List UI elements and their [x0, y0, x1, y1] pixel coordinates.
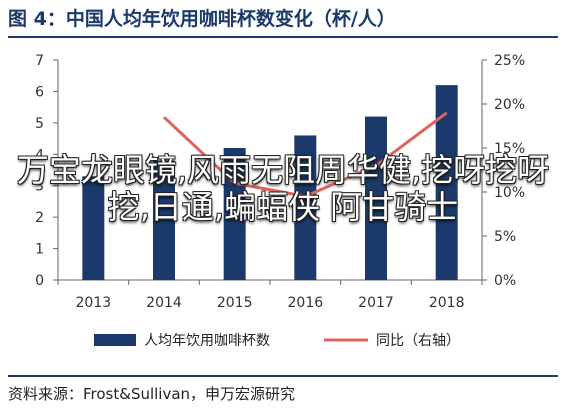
bar [435, 85, 458, 280]
right-tick-label: 0% [494, 273, 516, 289]
left-tick-label: 5 [35, 116, 44, 132]
right-axis: 0% 5% 10% 15% 20% 25% [481, 53, 525, 289]
x-tick-label: 2014 [146, 295, 182, 311]
right-tick-label: 5% [494, 229, 516, 245]
legend-swatch-bar [94, 334, 136, 346]
x-axis: 2013 2014 2015 2016 2017 2018 [57, 279, 483, 311]
line-path [162, 111, 448, 198]
x-tick-label: 2016 [288, 295, 324, 311]
x-tick-label: 2017 [358, 295, 394, 311]
legend-label-bar: 人均年饮用咖啡杯数 [144, 333, 270, 349]
right-tick-label: 10% [494, 185, 525, 201]
bar [223, 148, 246, 280]
bar-series [82, 85, 458, 280]
x-tick-label: 2018 [429, 295, 465, 311]
bar [82, 176, 105, 280]
chart-title: 图 4：中国人均年饮用咖啡杯数变化（杯/人） [8, 8, 396, 30]
bar [365, 116, 387, 280]
right-tick-label: 25% [494, 53, 525, 69]
left-tick-label: 0 [35, 273, 44, 289]
left-axis: 0 1 2 3 4 5 6 7 [35, 53, 59, 289]
left-tick-label: 7 [35, 53, 44, 69]
left-tick-label: 3 [35, 179, 44, 195]
left-tick-label: 2 [35, 210, 44, 226]
bar [153, 160, 175, 280]
legend: 人均年饮用咖啡杯数 同比（右轴） [94, 333, 460, 349]
left-tick-label: 4 [35, 147, 44, 163]
x-tick-label: 2015 [217, 295, 253, 311]
legend-label-line: 同比（右轴） [376, 333, 460, 349]
source-divider [8, 375, 558, 377]
left-tick-label: 6 [35, 84, 44, 100]
line-series [162, 111, 448, 198]
source-note: 资料来源：Frost&Sullivan，申万宏源研究 [8, 385, 296, 403]
title-divider [8, 36, 558, 38]
right-tick-label: 15% [494, 141, 525, 157]
left-tick-label: 1 [35, 242, 44, 258]
right-tick-label: 20% [494, 97, 525, 113]
bar [294, 135, 317, 280]
x-tick-label: 2013 [76, 295, 112, 311]
